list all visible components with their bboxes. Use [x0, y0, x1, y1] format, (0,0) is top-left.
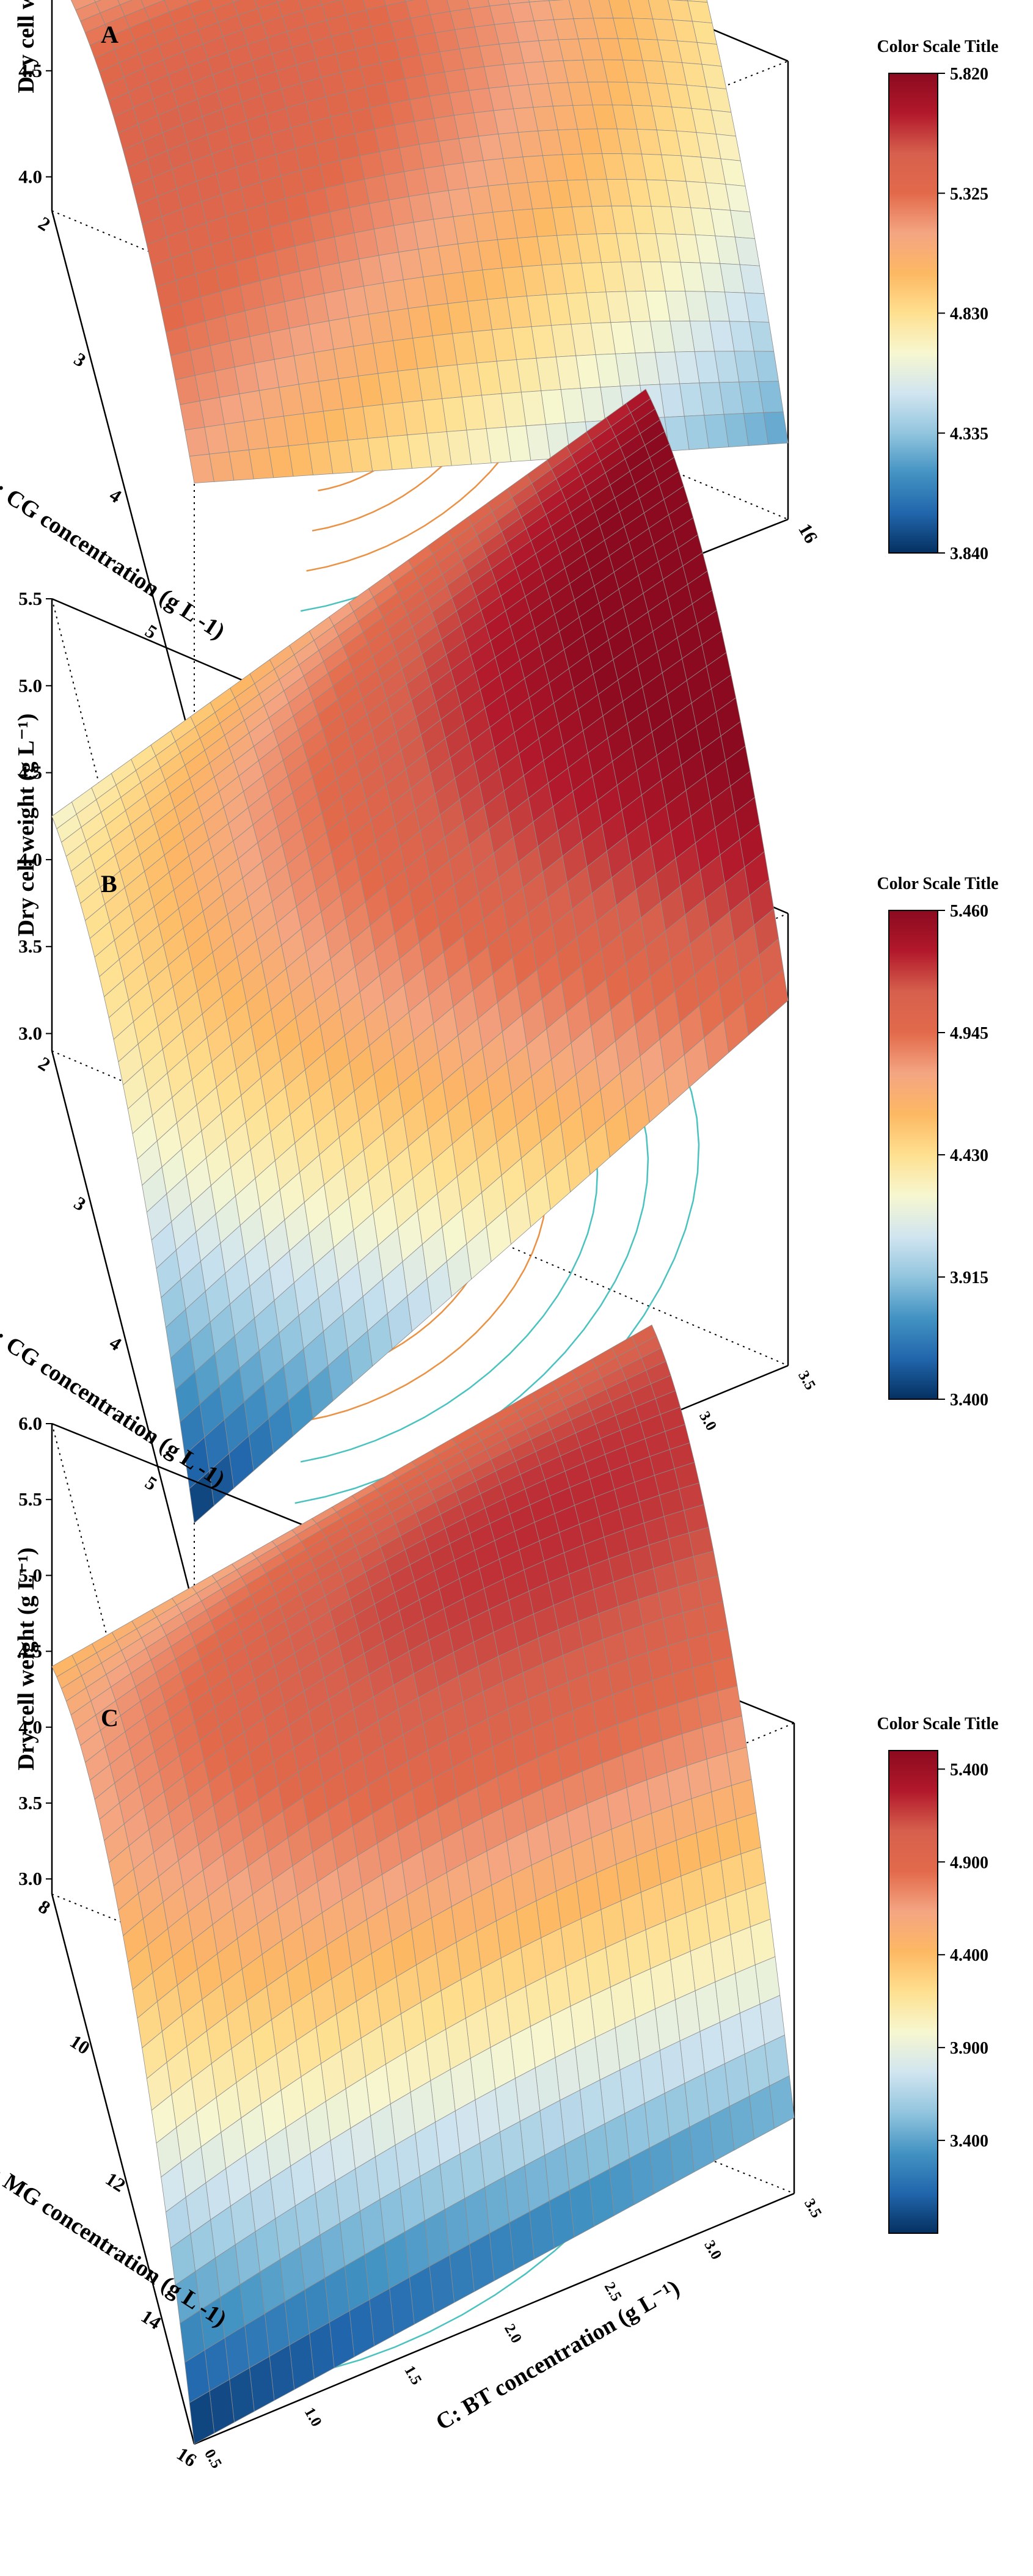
- y-tick-label: 3.5: [795, 1368, 819, 1393]
- y-tick-label: 2.0: [501, 2321, 525, 2346]
- z-tick-label: 4.5: [18, 762, 42, 783]
- surface-cell: [189, 2390, 215, 2445]
- color-scale: Color Scale Title 5.820 5.325 4.830 4.335 3.8…: [877, 37, 998, 563]
- z-tick-label: 3.5: [18, 1792, 42, 1813]
- x-tick-label: 8: [35, 1895, 54, 1919]
- x-axis-line: [51, 210, 195, 755]
- y-axis-line: [194, 2192, 795, 2445]
- color-scale-tick-label: 4.945: [950, 1024, 988, 1043]
- y-tick-label: 3.5: [801, 2196, 825, 2221]
- surface-cell: [170, 350, 195, 381]
- color-scale: Color Scale Title 5.400 4.900 4.400 3.900 3.4…: [877, 1714, 999, 2234]
- z-axis-title: Dry cell weight (g L⁻¹): [13, 714, 39, 937]
- color-scale-title: Color Scale Title: [877, 1714, 998, 1733]
- color-scale-tick-label: 5.325: [950, 185, 988, 203]
- y-tick-label: 0.5: [201, 2446, 225, 2472]
- response-surface: [51, 389, 789, 1524]
- color-scale-tick-label: 4.900: [950, 1853, 988, 1872]
- z-ticks: 3.0 3.5 4.0 4.5 5.0 5.5 6.0: [18, 1413, 52, 1889]
- z-tick-label: 5.5: [18, 588, 42, 609]
- x-tick-label: 5: [141, 620, 161, 643]
- chart-panel-B: 3.03.54.04.55.05.523456A: CG concentrati…: [0, 389, 999, 1637]
- back-floor-edge-left: [51, 1050, 789, 1366]
- color-scale-tick-label: 3.400: [950, 2132, 988, 2151]
- y-axis-title: C: BT concentration (g L⁻¹): [431, 2275, 684, 2435]
- color-scale: Color Scale Title 5.460 4.945 4.430 3.915 3.4…: [877, 874, 998, 1410]
- color-scale-tick-label: 4.400: [950, 1946, 988, 1965]
- color-scale-tick-label: 4.335: [950, 425, 988, 444]
- panel-label: B: [101, 870, 117, 898]
- z-tick-label: 5.0: [18, 1564, 42, 1586]
- z-ticks: 3.0 3.5 4.0 4.5 5.0 5.5: [18, 588, 52, 1044]
- z-tick-label: 4.0: [18, 1716, 42, 1738]
- color-scale-bar: [888, 1750, 938, 2234]
- x-tick-label: 2: [35, 212, 54, 235]
- x-axis-line: [51, 1894, 195, 2445]
- response-surface: [70, 0, 789, 484]
- z-tick-label: 4.5: [18, 1641, 42, 1662]
- color-scale-tick-label: 4.430: [950, 1146, 988, 1165]
- x-tick-label: 14: [137, 2305, 165, 2333]
- x-tick-label: 12: [102, 2168, 130, 2196]
- surface-cell: [189, 1470, 214, 1524]
- color-scale-tick-label: 3.900: [950, 2039, 988, 2058]
- x-tick-label: 2: [35, 1052, 54, 1075]
- z-tick-label: 4.0: [18, 849, 42, 870]
- x-axis-line: [51, 1050, 195, 1611]
- z-axis-title: Dry cell weight (g L⁻¹): [13, 1548, 39, 1771]
- color-scale-tick-label: 3.840: [950, 544, 988, 563]
- z-tick-label: 3.0: [18, 1023, 42, 1044]
- z-tick-label: 5.5: [18, 1488, 42, 1510]
- color-scale-bar: [888, 910, 938, 1400]
- y-tick-label: 16: [794, 520, 822, 547]
- y-tick-label: 2.5: [601, 2280, 625, 2305]
- color-scale-tick-label: 5.820: [950, 65, 988, 84]
- z-tick-label: 4.5: [18, 60, 42, 81]
- color-scale-title: Color Scale Title: [877, 874, 998, 893]
- z-tick-label: 6.0: [18, 1413, 42, 1434]
- color-scale-tick-label: 4.830: [950, 305, 988, 324]
- color-scale-tick-label: 5.400: [950, 1760, 988, 1779]
- z-ticks: 4.04.55.05.56.0: [18, 60, 52, 187]
- surface-cell: [189, 453, 214, 484]
- color-scale-title: Color Scale Title: [877, 37, 998, 56]
- response-surface: [51, 1324, 795, 2445]
- x-tick-label: 4: [106, 484, 125, 507]
- z-axis-title: Dry cell weight (g L⁻¹): [13, 0, 39, 93]
- y-tick-label: 1.5: [401, 2363, 425, 2388]
- y-tick-label: 3.0: [696, 1409, 720, 1434]
- x-tick-label: 3: [70, 348, 90, 371]
- y-tick-label: 1.0: [301, 2405, 325, 2430]
- y-tick-label: 3.0: [701, 2238, 725, 2263]
- z-tick-label: 3.0: [18, 1868, 42, 1889]
- x-tick-label: 5: [141, 1472, 161, 1495]
- x-tick-label: 3: [70, 1192, 90, 1215]
- panel-label: A: [101, 21, 119, 48]
- z-tick-label: 5.0: [18, 675, 42, 696]
- color-scale-bar: [888, 73, 938, 554]
- color-scale-tick-label: 3.915: [950, 1268, 988, 1287]
- color-scale-tick-label: 3.400: [950, 1391, 988, 1410]
- x-tick-label: 16: [173, 2443, 200, 2471]
- color-scale-tick-label: 5.460: [950, 902, 988, 921]
- z-tick-label: 4.0: [18, 166, 42, 187]
- panel-label: C: [101, 1704, 119, 1732]
- x-tick-label: 4: [106, 1332, 125, 1355]
- z-tick-label: 3.5: [18, 935, 42, 957]
- x-tick-label: 10: [66, 2030, 93, 2058]
